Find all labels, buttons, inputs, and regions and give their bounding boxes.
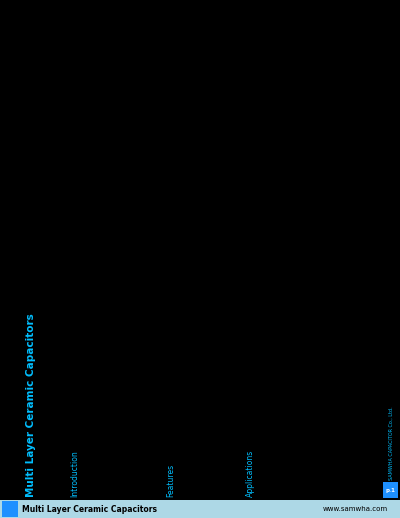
- Text: Features: Features: [166, 464, 175, 497]
- Text: Applications: Applications: [246, 450, 255, 497]
- Text: Multi Layer Ceramic Capacitors: Multi Layer Ceramic Capacitors: [26, 314, 36, 497]
- Bar: [0, 500, 400, 518]
- Text: www.samwha.com: www.samwha.com: [323, 506, 388, 512]
- Text: Multi Layer Ceramic Capacitors: Multi Layer Ceramic Capacitors: [22, 505, 157, 513]
- Bar: [383, 482, 398, 498]
- Text: p.1: p.1: [386, 488, 396, 493]
- Text: Introduction: Introduction: [70, 451, 79, 497]
- Text: SAMWHA CAPACITOR Co., Ltd.: SAMWHA CAPACITOR Co., Ltd.: [388, 406, 393, 480]
- Bar: [2, 500, 18, 517]
